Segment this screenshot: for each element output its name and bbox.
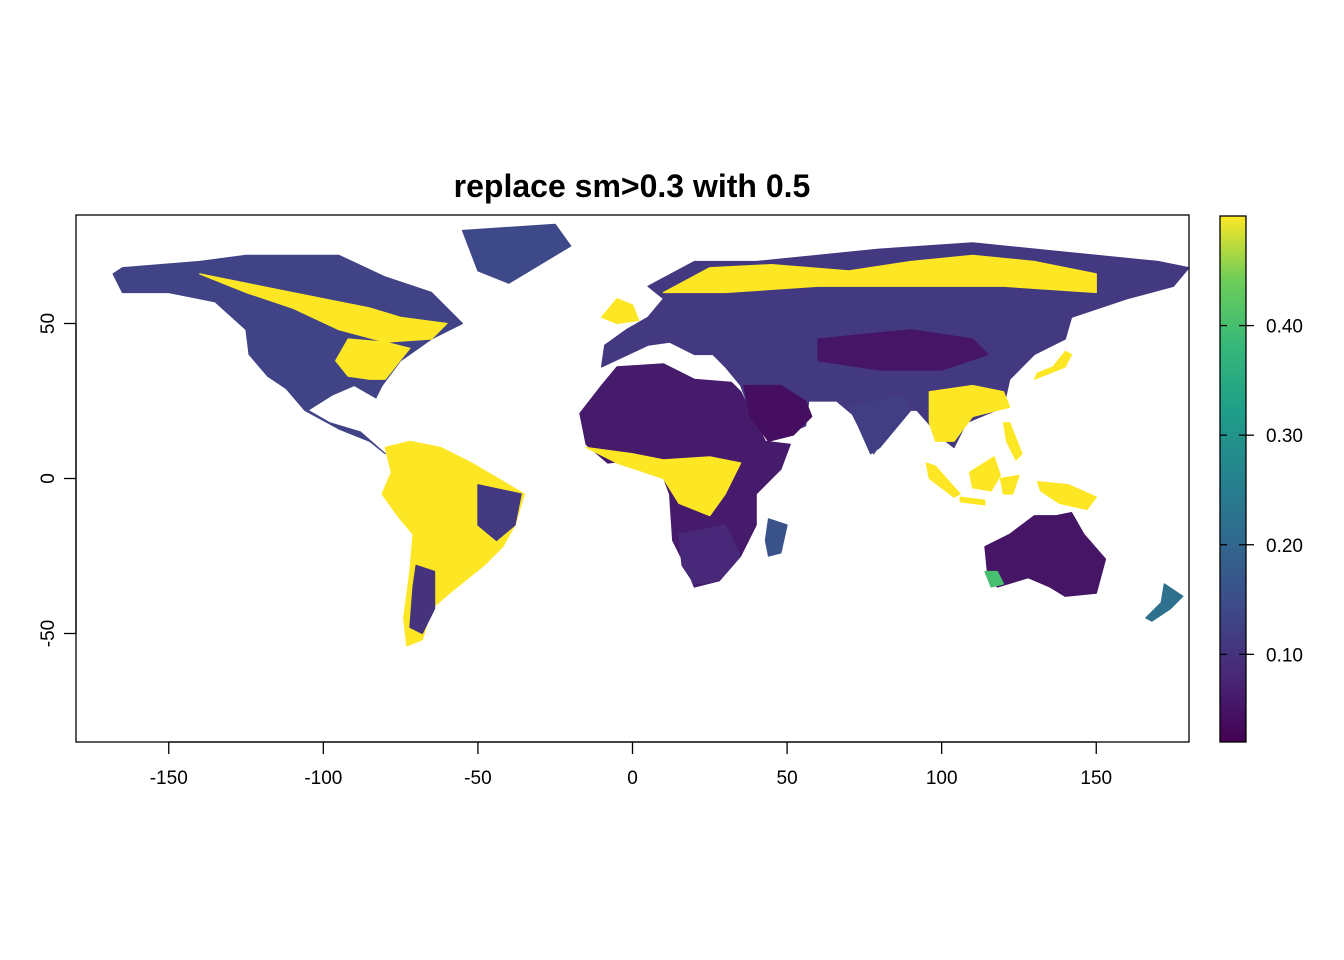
region-india <box>848 394 912 455</box>
region-southern-africa <box>678 524 742 585</box>
region-japan <box>1033 350 1073 380</box>
region-java <box>959 496 986 506</box>
region-north-america <box>112 254 464 455</box>
region-sumatra <box>925 462 961 498</box>
map-raster <box>112 223 1189 647</box>
y-axis: 50 0 -50 <box>38 313 77 647</box>
x-tick-label: 0 <box>627 768 638 789</box>
region-patagonia-dry <box>409 564 436 635</box>
region-new-guinea <box>1036 481 1097 511</box>
region-philippines <box>1002 422 1023 461</box>
chart-title: replace sm>0.3 with 0.5 <box>454 168 811 204</box>
x-tick-label: 150 <box>1080 768 1112 789</box>
region-borneo <box>968 456 1001 492</box>
region-new-zealand <box>1145 583 1184 622</box>
region-canada-boreal-wet <box>199 273 448 343</box>
y-tick-label: 50 <box>38 313 59 334</box>
region-central-africa-wet <box>585 446 742 517</box>
y-tick-label: 0 <box>38 473 59 484</box>
x-tick-label: -100 <box>304 768 342 789</box>
x-tick-label: 100 <box>926 768 958 789</box>
x-tick-label: -150 <box>150 768 188 789</box>
region-sulawesi <box>999 474 1020 495</box>
region-scandinavia-siberia-wet <box>662 254 1097 294</box>
legend-tick-label: 0.20 <box>1266 536 1303 557</box>
x-axis: -150 -100 -50 0 50 100 150 <box>150 741 1112 789</box>
region-ne-brazil-dry <box>477 484 522 542</box>
region-greenland-edge <box>461 223 572 284</box>
region-se-asia-wet <box>928 384 1011 442</box>
color-legend-axis: 0.10 0.20 0.30 0.40 <box>1220 317 1303 666</box>
region-eastern-us-wet <box>335 338 411 380</box>
region-south-america <box>381 440 525 647</box>
x-tick-label: 50 <box>777 768 798 789</box>
legend-tick-label: 0.10 <box>1266 645 1303 666</box>
x-tick-label: -50 <box>464 768 491 789</box>
legend-tick-label: 0.30 <box>1266 426 1303 447</box>
legend-tick-label: 0.40 <box>1266 317 1303 338</box>
region-british-isles <box>601 298 640 325</box>
region-sw-australia-wet <box>984 570 1005 588</box>
region-australia <box>984 512 1107 597</box>
region-madagascar <box>764 518 788 557</box>
y-tick-label: -50 <box>38 620 59 647</box>
region-central-asia-dry <box>817 329 989 371</box>
color-legend-bar <box>1219 215 1247 743</box>
region-arabia <box>743 384 813 442</box>
